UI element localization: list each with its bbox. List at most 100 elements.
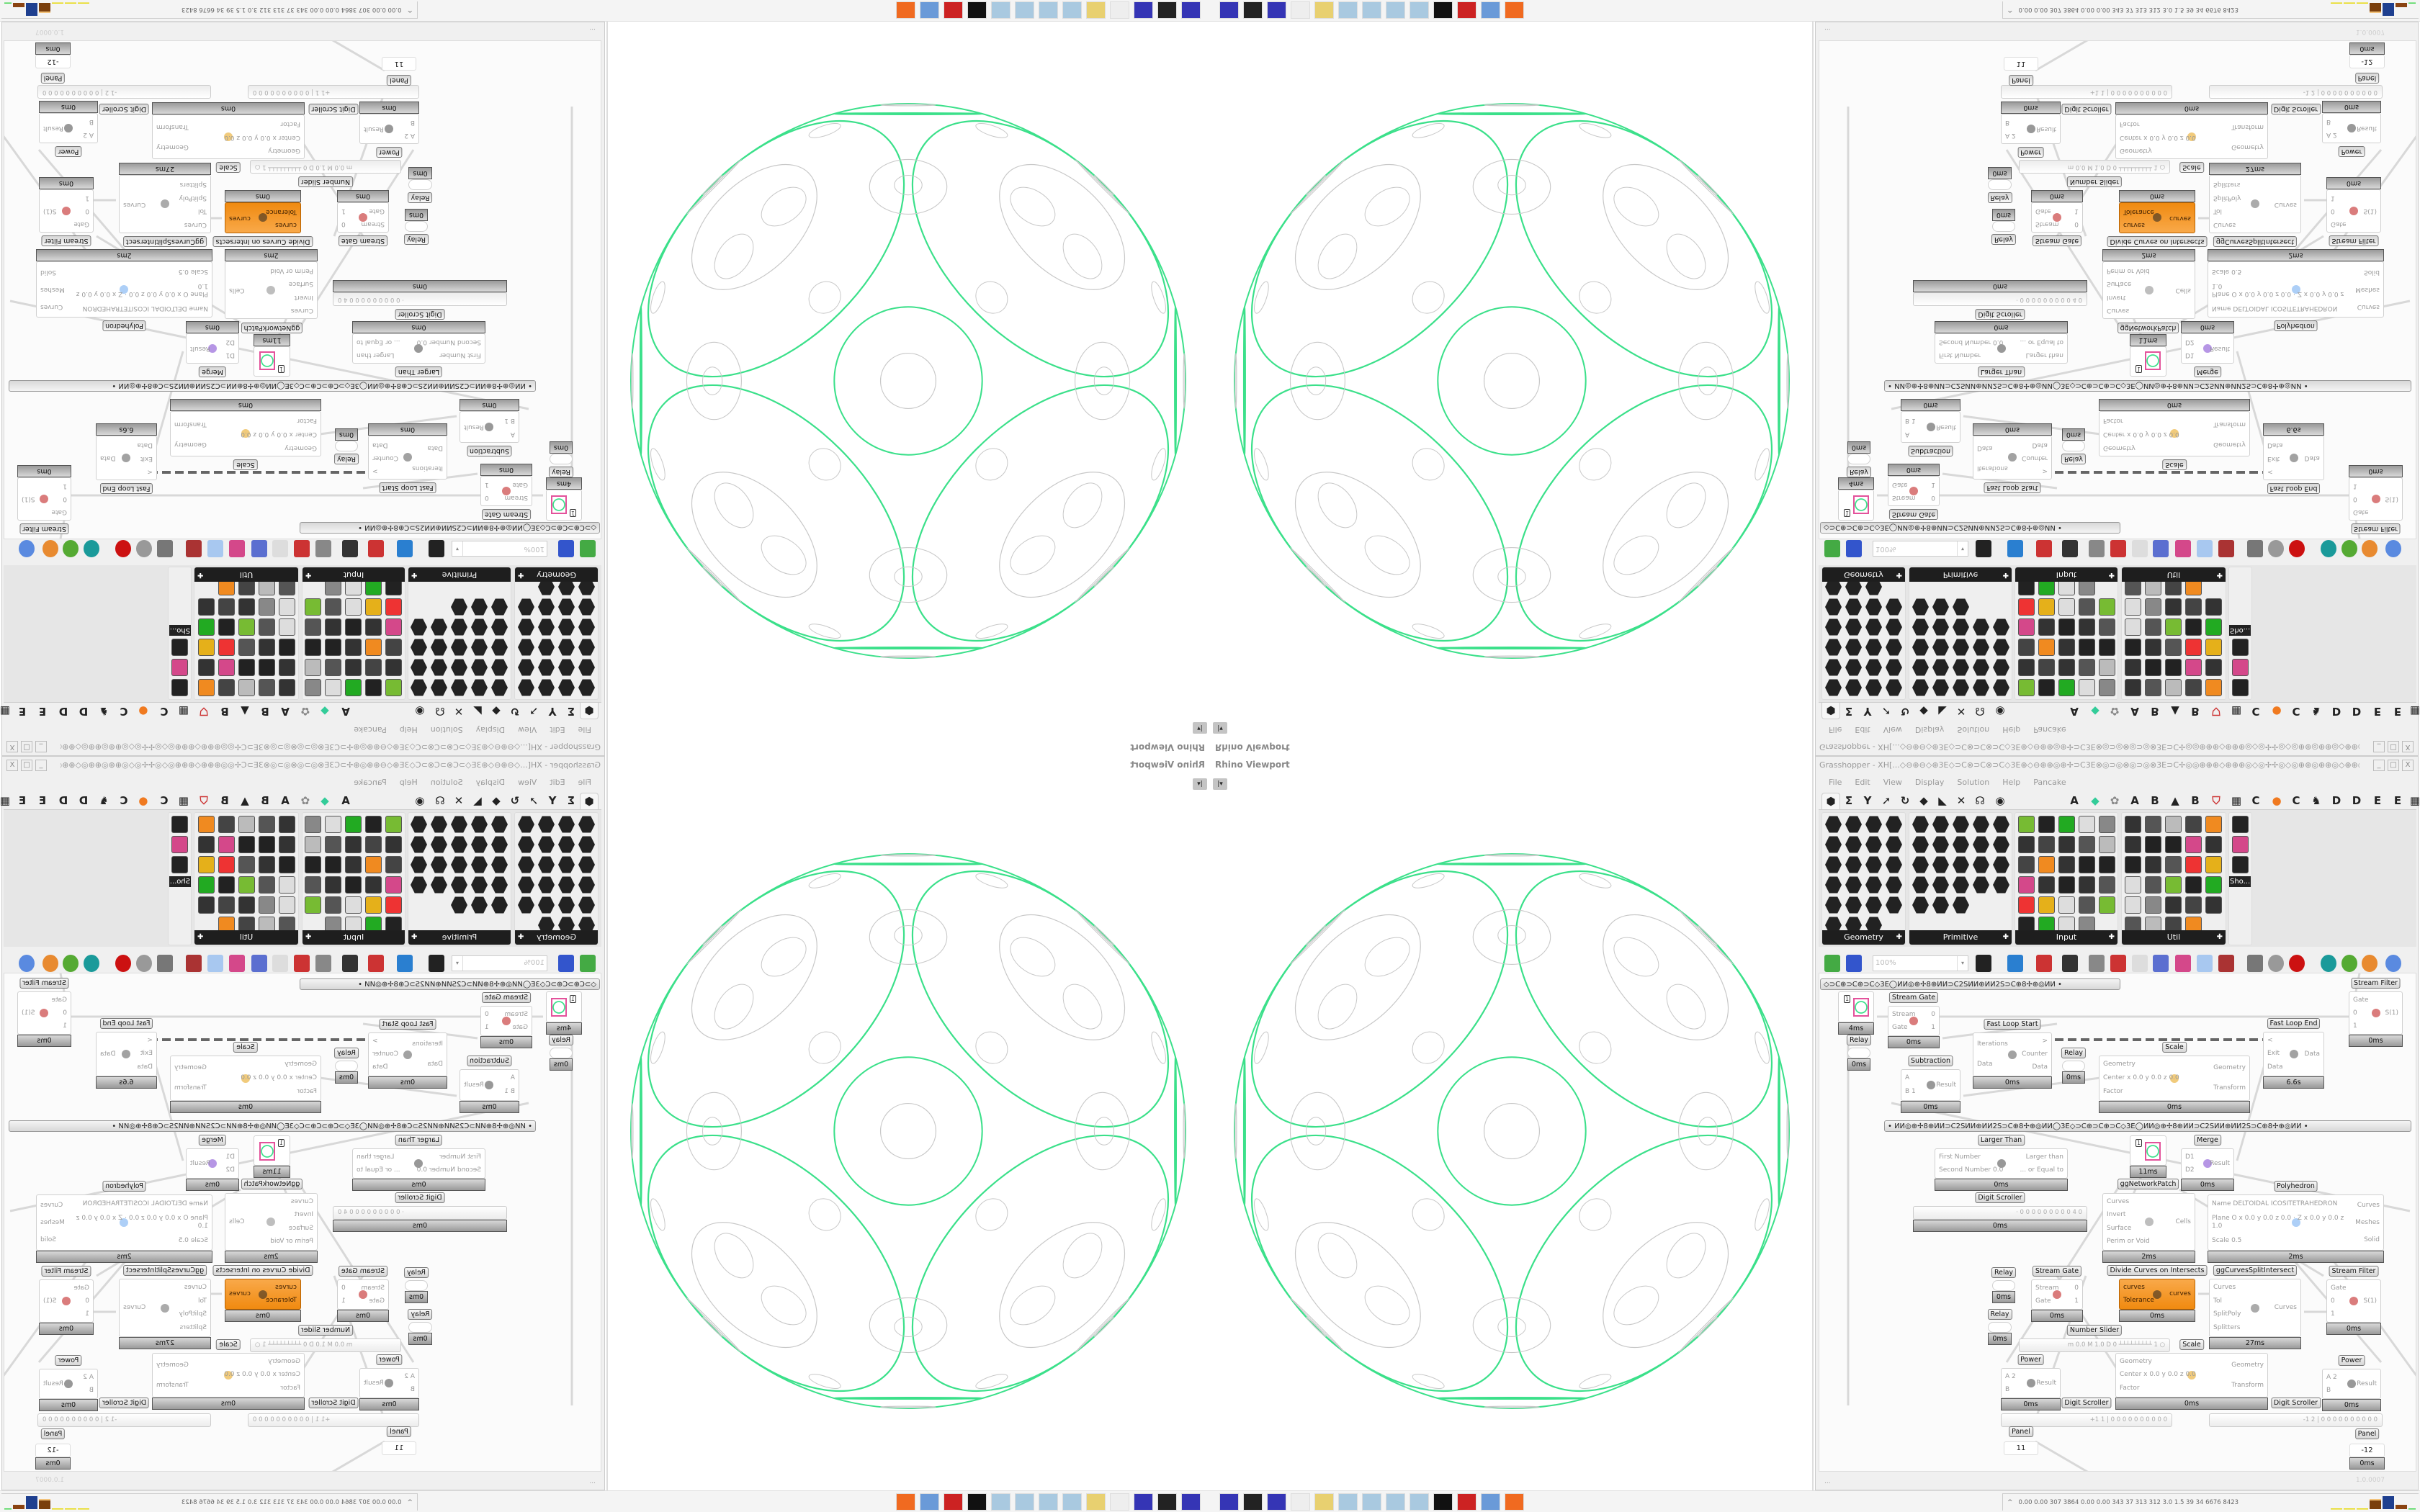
input-port[interactable]: Splitters (179, 1324, 207, 1332)
palette-component-icon[interactable] (2185, 659, 2202, 676)
palette-component-icon[interactable] (491, 618, 508, 636)
palette-component-icon[interactable] (325, 639, 341, 656)
input-port[interactable]: Tol (2213, 207, 2222, 215)
input-port[interactable]: 0 (85, 207, 89, 215)
vector-tab-icon[interactable]: ➚ (529, 705, 539, 718)
palette-panel-title[interactable]: Geometry ✚ (1822, 567, 1905, 582)
preview-eye-icon[interactable] (397, 540, 413, 557)
palette-component-icon[interactable] (198, 639, 215, 656)
tab-15[interactable]: D (2352, 705, 2362, 718)
palette-component-icon[interactable] (558, 856, 575, 873)
mesh-tab-icon[interactable]: ◣ (473, 705, 482, 718)
number-slider-slider[interactable]: m 0.0 M 1.0 D 0 ┴┴┴┴┴┴┴┴┴ 1 ○ (250, 160, 401, 174)
palette-component-icon[interactable] (1953, 816, 1969, 833)
at-icon[interactable] (2089, 540, 2105, 557)
notepad-icon[interactable] (1015, 1493, 1034, 1511)
output-port[interactable]: Curves (40, 303, 63, 311)
input-port[interactable]: 0 (2353, 1009, 2357, 1017)
output-port[interactable]: Cells (2175, 1218, 2191, 1225)
gh-canvas[interactable]: ◇⊃C⊕⊃C⊕⊃C◇3E◯ИИ◎⊕✢8⊕ИИ⊃C2SИИ⊕ИИ2S⊃C⊕8✢⊕◎… (4, 40, 601, 539)
palette-component-icon[interactable] (1932, 816, 1949, 833)
palette-component-icon[interactable] (1993, 639, 2009, 656)
input-port[interactable]: Geometry (284, 1061, 317, 1068)
blue-sphere-icon[interactable] (2385, 540, 2401, 557)
input-port[interactable]: A (1905, 1074, 1910, 1081)
wires-icon[interactable] (186, 540, 202, 557)
palette-component-icon[interactable] (259, 618, 275, 636)
palette-component-icon[interactable] (365, 856, 382, 873)
terminal-icon[interactable] (1243, 1, 1263, 19)
input-port[interactable]: 1 (85, 194, 89, 202)
menu-file[interactable]: File (578, 778, 591, 787)
palette-component-icon[interactable] (1993, 836, 2009, 853)
input-port[interactable]: D2 (2185, 338, 2195, 346)
output-port[interactable]: Result (364, 125, 384, 133)
power-label[interactable]: Power (376, 147, 403, 158)
palette-component-icon[interactable] (558, 816, 575, 833)
palette-component-icon[interactable] (2038, 896, 2055, 914)
panel-panel[interactable]: 11 (2004, 57, 2038, 71)
close-button[interactable]: X (6, 760, 18, 771)
palette-component-icon[interactable] (218, 659, 235, 676)
palette-component-icon[interactable] (2125, 679, 2141, 696)
output-port[interactable]: Solid (40, 269, 56, 276)
divide-curves-on-intersects-label[interactable]: Divide Curves on Intersects (2107, 236, 2208, 247)
output-port[interactable]: 1 (1931, 481, 1935, 489)
palette-component-icon[interactable] (238, 679, 255, 696)
input-port[interactable]: Geometry (284, 444, 317, 451)
vector-tab-icon[interactable]: ➚ (1881, 794, 1891, 807)
palette-component-icon[interactable] (325, 659, 341, 676)
menu-display[interactable]: Display (1914, 725, 1945, 734)
palette-component-icon[interactable] (365, 639, 382, 656)
palette-component-icon[interactable] (1886, 856, 1902, 873)
number-slider-slider[interactable]: m 0.0 M 1.0 D 0 ┴┴┴┴┴┴┴┴┴ 1 ○ (2019, 160, 2170, 174)
input-port[interactable]: Name DELTOIDAL ICOSITETRAHEDRON (2212, 305, 2338, 312)
output-port[interactable]: S(1) (2385, 495, 2398, 503)
group-bar[interactable]: ◇⊃C⊕⊃C⊕⊃C◇3E◯ИИ◎⊕✢8⊕ИИ⊃C2SИИ⊕ИИ2S⊃C⊕8✢⊕◎… (300, 978, 600, 990)
zoom-combobox[interactable]: 100% ▾ (1873, 541, 1968, 557)
fast-loop-end-component[interactable]: < Exit Data Data (96, 1032, 157, 1076)
palette-component-icon[interactable] (365, 598, 382, 616)
output-port[interactable]: Transform (2213, 420, 2246, 428)
output-port[interactable]: Geometry (2213, 441, 2246, 449)
preview-eye-icon[interactable] (2007, 540, 2023, 557)
scale-label[interactable]: Scale (2162, 1042, 2187, 1053)
palette-component-icon[interactable] (518, 836, 534, 853)
window-icon[interactable] (272, 540, 288, 557)
palette-component-icon[interactable] (345, 679, 362, 696)
palette-component-icon[interactable] (305, 639, 321, 656)
output-port[interactable]: Result (2357, 125, 2377, 132)
output-port[interactable]: curves (2169, 215, 2191, 222)
palette-panel-title[interactable]: Input ✚ (302, 567, 405, 582)
terminal-icon[interactable] (1157, 1, 1177, 19)
tab-18[interactable]: ▦ (2409, 705, 2420, 718)
menu-help[interactable]: Help (2002, 778, 2021, 787)
output-port[interactable]: Cells (2175, 287, 2191, 294)
larger-than-component[interactable]: First Number Second Number 0.0 Larger than… (1935, 333, 2068, 364)
input-port[interactable]: 0 (2353, 495, 2357, 503)
stream-gate-label[interactable]: Stream Gate (2032, 235, 2082, 246)
folder-icon[interactable] (1314, 1493, 1334, 1511)
group-bar[interactable]: • ИИ◎⊕✢8⊕ИИ⊃C2SИИ⊕ИИ2S⊃C⊕8✢⊕◎ИИ◯3E◇⊃C⊕⊃C… (9, 380, 536, 392)
bulb-icon[interactable] (207, 540, 223, 557)
rhino-icon[interactable] (967, 1, 987, 19)
menu-file[interactable]: File (578, 725, 591, 734)
digit-scroller-label[interactable]: Digit Scroller (308, 104, 359, 114)
maths-tab-icon[interactable]: Σ (1845, 705, 1853, 718)
palette-component-icon[interactable] (218, 856, 235, 873)
palette-component-icon[interactable] (1825, 618, 1842, 636)
digit-scroller-label[interactable]: Digit Scroller (99, 1398, 150, 1408)
zoom-extents-icon[interactable] (429, 955, 444, 972)
palette-component-icon[interactable] (2038, 659, 2055, 676)
palette-component-icon[interactable] (198, 856, 215, 873)
window-icon[interactable] (2132, 955, 2148, 972)
tab-8[interactable]: ⛉ (200, 794, 208, 807)
menu-display[interactable]: Display (1914, 778, 1945, 787)
menu-pancake[interactable]: Pancake (2033, 778, 2066, 787)
palette-component-icon[interactable] (2145, 876, 2161, 894)
number-slider-label[interactable]: Number Slider (2066, 1325, 2123, 1336)
expand-plus-icon[interactable]: ✚ (1896, 571, 1902, 579)
input-port[interactable]: Tolerance (2123, 207, 2154, 215)
